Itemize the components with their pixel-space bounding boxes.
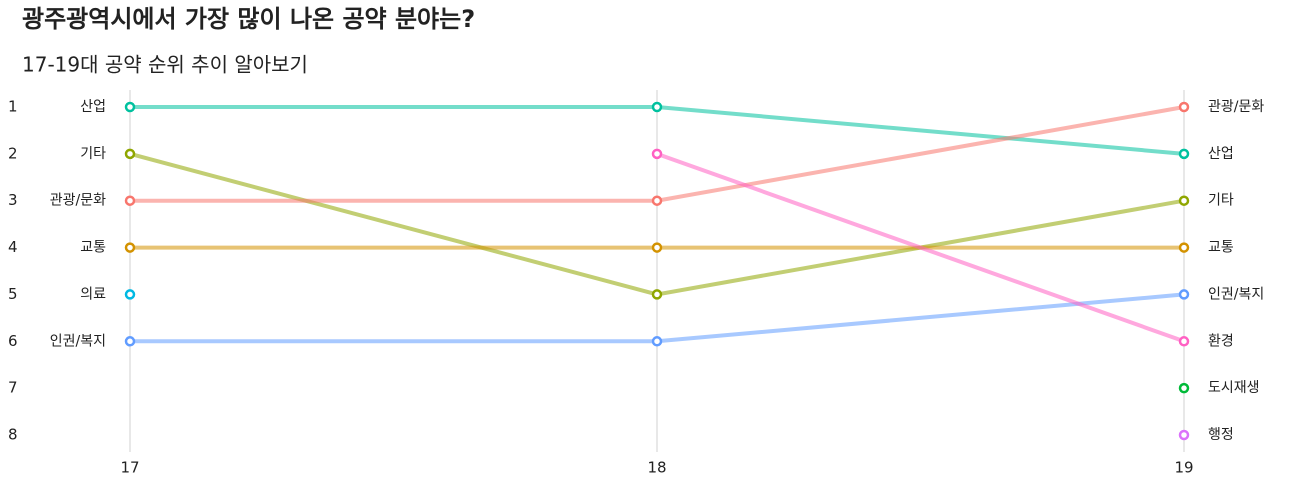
- right-label: 행정: [1208, 427, 1234, 443]
- right-label: 산업: [1208, 146, 1234, 162]
- point: [1178, 101, 1190, 113]
- chart-subtitle: 17-19대 공약 순위 추이 알아보기: [22, 53, 308, 77]
- point: [1178, 429, 1190, 441]
- right-label: 도시재생: [1208, 380, 1260, 396]
- left-label: 산업: [80, 99, 106, 115]
- left-label: 교통: [80, 240, 106, 256]
- x-tick-label: 18: [647, 459, 666, 477]
- point: [1178, 195, 1190, 206]
- series-line: [655, 151, 1186, 344]
- point: [651, 289, 663, 300]
- y-tick-label: 3: [8, 191, 18, 209]
- y-tick-label: 7: [8, 379, 18, 397]
- point: [1178, 148, 1190, 160]
- left-label: 기타: [80, 146, 106, 162]
- y-tick-label: 1: [8, 98, 18, 116]
- point: [124, 195, 136, 206]
- point: [1178, 289, 1190, 300]
- point: [124, 336, 136, 347]
- y-tick-label: 4: [8, 238, 18, 256]
- right-label: 교통: [1208, 240, 1234, 256]
- point: [124, 242, 136, 253]
- y-tick-label: 5: [8, 285, 18, 303]
- point: [651, 195, 663, 206]
- x-tick-label: 17: [120, 459, 139, 477]
- y-tick-label: 6: [8, 332, 18, 350]
- point: [124, 101, 136, 113]
- left-label: 인권/복지: [50, 333, 106, 349]
- point: [651, 336, 663, 347]
- left-label: 의료: [80, 286, 106, 302]
- point: [651, 101, 663, 113]
- right-label: 인권/복지: [1208, 286, 1264, 302]
- left-label: 관광/문화: [50, 193, 106, 209]
- point: [651, 242, 663, 253]
- point: [124, 148, 136, 160]
- point: [124, 289, 136, 300]
- right-label: 환경: [1208, 333, 1234, 349]
- x-tick-label: 19: [1174, 459, 1193, 477]
- point: [1178, 382, 1190, 394]
- point: [1178, 242, 1190, 253]
- chart-title: 광주광역시에서 가장 많이 나온 공약 분야는?: [22, 5, 475, 33]
- y-tick-label: 2: [8, 144, 18, 162]
- point: [1178, 336, 1190, 347]
- right-label: 기타: [1208, 193, 1234, 209]
- point: [651, 148, 663, 160]
- right-label: 관광/문화: [1208, 99, 1264, 115]
- y-tick-label: 8: [8, 426, 18, 444]
